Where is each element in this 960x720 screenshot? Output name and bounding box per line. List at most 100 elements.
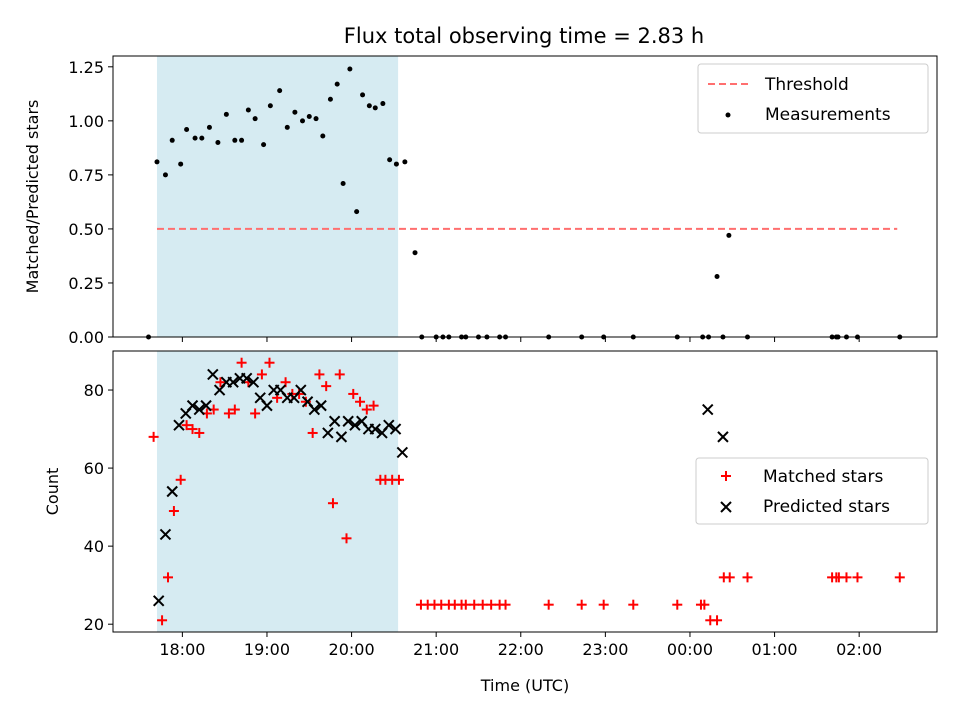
bottom-marks bbox=[148, 357, 905, 626]
predicted-star-point bbox=[166, 485, 178, 498]
legend-matched-marker bbox=[721, 471, 731, 481]
matched-star-point bbox=[236, 357, 247, 368]
top-y-tick-label: 0.00 bbox=[68, 328, 104, 347]
measurement-point bbox=[277, 88, 283, 94]
matched-star-point bbox=[187, 424, 198, 435]
predicted-star-point bbox=[308, 403, 321, 416]
matched-star-point bbox=[486, 599, 497, 610]
predicted-star-point bbox=[389, 423, 402, 435]
matched-star-point bbox=[894, 572, 905, 583]
predicted-star-point bbox=[227, 376, 239, 388]
top-axes-frame bbox=[112, 55, 938, 338]
top-y-tick-label: 1.25 bbox=[68, 58, 104, 77]
matched-star-point bbox=[341, 533, 352, 544]
matched-star-point bbox=[628, 599, 639, 610]
bottom-x-ticks: 18:00 19:00 20:00 21:00 22:00 23:00 00:00 01:00… bbox=[159, 632, 882, 659]
x-tick-label: 18:00 bbox=[159, 640, 205, 659]
measurement-point bbox=[347, 66, 353, 72]
measurement-point bbox=[354, 209, 360, 215]
matched-star-point bbox=[460, 599, 471, 610]
bottom-y-tick-label: 20 bbox=[84, 615, 104, 634]
legend-matched-label: Matched stars bbox=[763, 467, 883, 487]
matched-star-point bbox=[168, 506, 179, 517]
top-y-tick-label: 0.50 bbox=[68, 220, 104, 239]
x-tick-label: 02:00 bbox=[836, 640, 882, 659]
measurement-point bbox=[412, 250, 418, 256]
measurement-point bbox=[154, 159, 160, 165]
matched-star-point bbox=[361, 404, 372, 415]
measurement-point bbox=[327, 96, 333, 102]
matched-star-point bbox=[223, 408, 234, 419]
predicted-star-point bbox=[207, 368, 219, 381]
measurement-point bbox=[300, 118, 306, 124]
bottom-axes-frame bbox=[112, 350, 938, 633]
matched-star-point bbox=[162, 572, 173, 583]
predicted-star-point bbox=[240, 372, 253, 385]
bottom-y-tick-label: 40 bbox=[84, 537, 104, 556]
predicted-star-point bbox=[295, 384, 307, 396]
legend-matched-plus bbox=[721, 471, 731, 481]
measurement-point bbox=[232, 137, 238, 143]
matched-star-point bbox=[500, 599, 511, 610]
bottom-y-tick-label: 60 bbox=[84, 459, 104, 478]
matched-star-point bbox=[181, 420, 192, 431]
predicted-star-point bbox=[335, 431, 348, 443]
predicted-star-point bbox=[342, 415, 354, 427]
measurement-point bbox=[239, 137, 245, 143]
bottom-panel: 20 40 60 80 18:00 19:00 20:00 21:00 22:00 23:00 0… bbox=[43, 350, 938, 695]
predicted-star-point bbox=[702, 403, 714, 416]
matched-star-point bbox=[348, 388, 359, 399]
chart-title: Flux total observing time = 2.83 h bbox=[344, 24, 704, 48]
predicted-star-point bbox=[396, 446, 409, 459]
measurement-point bbox=[387, 157, 393, 163]
measurement-point bbox=[360, 92, 366, 98]
top-y-ticks: 0.00 0.25 0.50 0.75 1.00 1.25 bbox=[68, 58, 113, 347]
predicted-star-point bbox=[186, 399, 199, 412]
legend-measurements-label: Measurements bbox=[765, 105, 891, 125]
top-y-tick-label: 0.25 bbox=[68, 274, 104, 293]
matched-star-point bbox=[175, 474, 186, 485]
top-legend-box bbox=[697, 63, 929, 134]
matched-star-point bbox=[229, 404, 240, 415]
x-tick-label: 21:00 bbox=[413, 640, 459, 659]
measurement-point bbox=[714, 273, 720, 279]
x-tick-label: 01:00 bbox=[752, 640, 798, 659]
measurement-point bbox=[306, 114, 312, 120]
matched-star-point bbox=[724, 572, 735, 583]
measurement-point bbox=[252, 116, 258, 122]
matched-star-point bbox=[307, 427, 318, 438]
matched-star-point bbox=[148, 431, 159, 442]
measurement-point bbox=[223, 111, 229, 117]
top-x-ticks bbox=[181, 337, 860, 342]
legend-predicted-label: Predicted stars bbox=[763, 497, 890, 517]
measurement-point bbox=[162, 172, 168, 178]
measurement-point bbox=[169, 137, 175, 143]
matched-star-point bbox=[712, 615, 723, 626]
matched-star-point bbox=[368, 400, 379, 411]
predicted-star-point bbox=[322, 427, 334, 439]
bottom-legend: Matched stars Predicted stars bbox=[695, 457, 929, 525]
predicted-star-point bbox=[159, 528, 172, 541]
measurement-point bbox=[313, 116, 319, 122]
bottom-y-tick-label: 80 bbox=[84, 381, 104, 400]
measurement-point bbox=[284, 124, 290, 130]
measurement-point bbox=[178, 161, 184, 167]
predicted-star-point bbox=[247, 376, 260, 388]
measurement-point bbox=[393, 161, 399, 167]
matched-star-point bbox=[598, 599, 609, 610]
measurement-point bbox=[261, 142, 267, 148]
predicted-star-point bbox=[315, 399, 327, 412]
predicted-star-point bbox=[193, 403, 205, 416]
matched-star-point bbox=[742, 572, 753, 583]
x-axis-label: Time (UTC) bbox=[480, 676, 569, 695]
x-tick-label: 20:00 bbox=[329, 640, 375, 659]
predicted-star-point bbox=[152, 595, 165, 607]
measurement-point bbox=[380, 101, 386, 107]
top-observing-span bbox=[156, 56, 399, 337]
measurement-point bbox=[340, 181, 346, 187]
measurement-point bbox=[192, 135, 198, 141]
matched-star-point bbox=[699, 599, 710, 610]
top-panel: 0.00 0.25 0.50 0.75 1.00 1.25 Matched/Predict… bbox=[23, 55, 938, 347]
matched-star-point bbox=[469, 599, 480, 610]
matched-star-point bbox=[256, 369, 267, 380]
